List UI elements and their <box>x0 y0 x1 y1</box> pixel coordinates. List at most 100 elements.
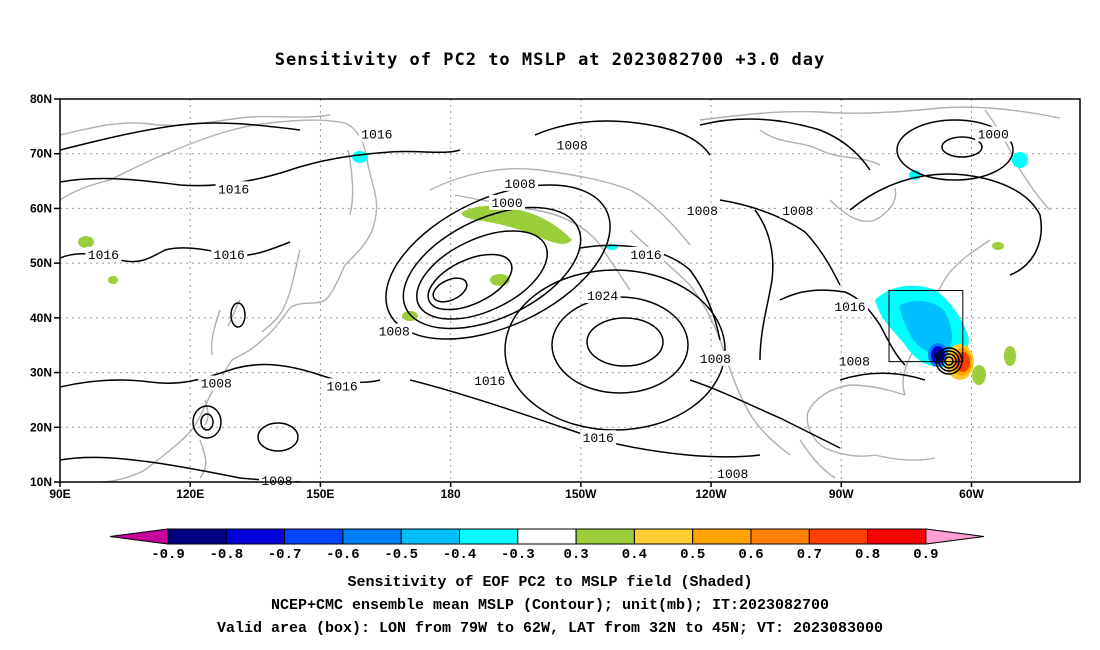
longitude-axis: 90E 120E 150E 180 150W 120W 90W 60W <box>49 482 984 501</box>
contour-label: 1008 <box>717 467 748 482</box>
lat-tick-label: 80N <box>30 92 52 106</box>
contour-label: 1008 <box>504 177 535 192</box>
positive-shading-region <box>1004 346 1016 366</box>
colorbar-swatch <box>284 528 344 545</box>
lat-tick-label: 60N <box>30 201 52 215</box>
contour-label-bg <box>259 472 296 488</box>
contour-label-bg <box>831 298 868 314</box>
contour-label-bg <box>489 194 526 210</box>
negative-shading-region <box>1012 152 1028 168</box>
lat-tick-label: 30N <box>30 366 52 380</box>
lon-tick-label: 90E <box>49 487 70 501</box>
colorbar-swatch <box>459 528 519 545</box>
contour-label-bg <box>836 353 873 369</box>
contour-label: 1024 <box>587 289 618 304</box>
contour-labels: 1008 1016 1000 1016 1008 1000 1008 1008 1016 1016… <box>85 126 1012 489</box>
lon-tick-label: 90W <box>829 487 854 501</box>
contour-label: 1008 <box>700 352 731 367</box>
colorbar-swatch <box>867 528 927 545</box>
contour-label: 1016 <box>630 248 661 263</box>
contour-label-bg <box>584 287 621 303</box>
contour-label: 1016 <box>583 431 614 446</box>
colorbar-swatch <box>692 528 752 545</box>
valid-area-box <box>888 290 964 363</box>
lon-tick-label: 120E <box>176 487 204 501</box>
colorbar-label: -0.7 <box>268 547 302 563</box>
colorbar-swatch <box>517 528 577 545</box>
contour-label-bg <box>554 137 591 153</box>
negative-shading-region <box>352 151 368 163</box>
negative-shading-region <box>900 300 952 355</box>
sensitivity-shading <box>78 151 1028 385</box>
lon-tick-label: 150E <box>306 487 334 501</box>
contour-label: 1016 <box>834 300 865 315</box>
contour-label: 1000 <box>978 128 1009 143</box>
colorbar-label: 0.4 <box>622 547 647 563</box>
colorbar-swatch <box>750 528 810 545</box>
contour-label-bg <box>714 465 751 481</box>
contour-label: 1008 <box>687 204 718 219</box>
map-frame <box>59 98 1081 483</box>
contour-label-bg <box>85 246 122 262</box>
contour-label-bg <box>627 246 664 262</box>
contour-label: 1008 <box>379 325 410 340</box>
caption-line-3: Valid area (box): LON from 79W to 62W, L… <box>216 620 884 637</box>
contour-label-bg <box>779 203 816 219</box>
colorbar-swatch <box>400 528 461 545</box>
colorbar-label: 0.8 <box>855 547 880 563</box>
contour-label: 1008 <box>557 139 588 154</box>
colorbar-right-arrow <box>925 528 984 545</box>
contour-label-bg <box>684 203 721 219</box>
colorbar-label: -0.3 <box>501 547 535 563</box>
colorbar-label: 0.9 <box>913 547 938 563</box>
contour-label-bg <box>211 246 248 262</box>
contour-label-bg <box>215 181 252 197</box>
colorbar-label: 0.3 <box>563 547 588 563</box>
colorbar-left-arrow <box>109 528 169 545</box>
lat-tick-label: 70N <box>30 147 52 161</box>
contour-label: 1016 <box>88 248 119 263</box>
contour-label: 1008 <box>782 204 813 219</box>
contour-label-bg <box>502 175 539 191</box>
contour-label-bg <box>358 126 395 142</box>
colorbar-label: -0.4 <box>443 547 477 563</box>
contour-label-bg <box>580 430 617 446</box>
colorbar-swatch <box>225 528 286 545</box>
lat-tick-label: 20N <box>30 420 52 434</box>
colorbar-swatch <box>808 528 869 545</box>
lon-tick-label: 120W <box>695 487 727 501</box>
colorbar-label: -0.6 <box>326 547 360 563</box>
contour-label: 1000 <box>491 196 522 211</box>
colorbar-label: 0.5 <box>680 547 705 563</box>
colorbar-label: -0.9 <box>151 547 185 563</box>
lon-tick-label: 150W <box>565 487 597 501</box>
positive-shading-region <box>78 236 94 248</box>
positive-shading-region <box>992 242 1004 250</box>
contour-label: 1016 <box>327 379 358 394</box>
colorbar-label: 0.7 <box>797 547 822 563</box>
colorbar: -0.9 -0.8 -0.7 -0.6 -0.5 -0.4 -0.3 0.3 0.4 0.5 0.6… <box>109 528 984 563</box>
colorbar-swatch <box>633 528 694 545</box>
contour-label: 1016 <box>474 374 505 389</box>
colorbar-label: -0.5 <box>384 547 418 563</box>
latitude-axis: 80N 70N 60N 50N 40N 30N 20N 10N <box>30 92 60 489</box>
contour-label-bg <box>975 126 1012 142</box>
lat-tick-label: 50N <box>30 256 52 270</box>
contour-label-bg <box>697 350 734 366</box>
mslp-contours <box>60 118 1042 482</box>
contour-label: 1008 <box>839 355 870 370</box>
contour-label: 1008 <box>201 377 232 392</box>
colorbar-label: -0.8 <box>209 547 243 563</box>
positive-shading-region <box>972 365 986 385</box>
contour-label-bg <box>324 378 361 394</box>
map-grid <box>60 99 1080 482</box>
contour-label: 1016 <box>361 128 392 143</box>
contour-label: 1016 <box>218 182 249 197</box>
colorbar-label: 0.6 <box>738 547 763 563</box>
colorbar-swatch <box>342 528 402 545</box>
colorbar-swatch <box>167 528 227 545</box>
lat-tick-label: 40N <box>30 311 52 325</box>
lon-tick-label: 180 <box>441 487 461 501</box>
colorbar-swatch <box>575 528 635 545</box>
